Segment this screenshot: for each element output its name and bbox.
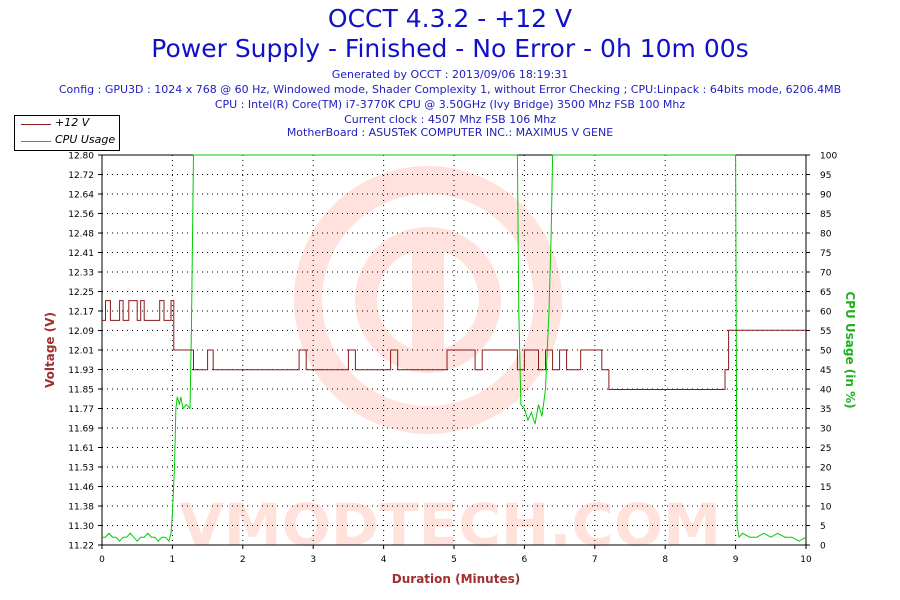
x-tick-label: 10 (800, 555, 812, 565)
y-right-tick-label: 80 (820, 230, 832, 240)
y-left-tick-label: 11.77 (68, 405, 94, 415)
y-right-tick-label: 90 (820, 191, 832, 201)
clock-line: Current clock : 4507 Mhz FSB 106 Mhz (344, 113, 556, 126)
y-right-tick-label: 100 (820, 152, 837, 162)
motherboard-line: MotherBoard : ASUSTeK COMPUTER INC.: MAX… (286, 126, 614, 139)
generated-line: Generated by OCCT : 2013/09/06 18:19:31 (331, 68, 569, 81)
y-left-axis-label: Voltage (V) (43, 312, 57, 388)
chart-title: OCCT 4.3.2 - +12 V (327, 4, 573, 33)
y-left-tick-label: 11.61 (68, 444, 94, 454)
y-right-tick-label: 70 (820, 269, 832, 279)
y-right-ticks: 0 5 10 15 20 25 30 35 40 45 50 55 60 65 70 75 80 85 90 95 10… (806, 152, 837, 552)
legend-item-12v: +12 V (15, 116, 119, 132)
x-tick-label: 1 (170, 555, 176, 565)
legend-swatch-cpu (21, 141, 51, 142)
y-left-tick-label: 12.64 (68, 191, 94, 201)
y-right-tick-label: 45 (820, 366, 831, 376)
y-left-tick-label: 12.09 (68, 327, 94, 337)
y-left-tick-label: 11.30 (68, 522, 94, 532)
y-right-tick-label: 10 (820, 503, 832, 513)
y-right-tick-label: 75 (820, 249, 831, 259)
y-right-tick-label: 95 (820, 171, 831, 181)
cpu-line: CPU : Intel(R) Core(TM) i7-3770K CPU @ 3… (214, 98, 686, 111)
x-tick-label: 3 (310, 555, 316, 565)
y-right-tick-label: 0 (820, 542, 826, 552)
series-line-12v (102, 300, 806, 390)
y-left-tick-label: 12.41 (68, 249, 94, 259)
y-left-tick-label: 11.93 (68, 366, 94, 376)
y-right-tick-label: 35 (820, 405, 831, 415)
y-right-tick-label: 20 (820, 464, 832, 474)
series-line-cpu-usage (102, 154, 807, 543)
y-left-tick-label: 12.25 (68, 288, 94, 298)
x-axis-label: Duration (Minutes) (392, 572, 520, 586)
y-right-tick-label: 30 (820, 425, 832, 435)
watermark-text: VMODTECH.COM (179, 491, 721, 559)
y-left-tick-label: 11.69 (68, 425, 94, 435)
legend-label-12v: +12 V (55, 116, 90, 129)
y-right-tick-label: 65 (820, 288, 831, 298)
x-tick-label: 2 (240, 555, 246, 565)
chart-subtitle: Power Supply - Finished - No Error - 0h … (151, 34, 749, 63)
y-right-tick-label: 5 (820, 522, 826, 532)
y-right-axis-label: CPU Usage (in %) (843, 291, 857, 408)
legend-swatch-12v (21, 124, 51, 125)
config-line: Config : GPU3D : 1024 x 768 @ 60 Hz, Win… (58, 83, 842, 96)
y-left-tick-label: 12.48 (68, 230, 94, 240)
y-left-tick-label: 12.01 (68, 347, 94, 357)
x-tick-label: 6 (522, 555, 528, 565)
x-tick-label: 8 (662, 555, 668, 565)
x-tick-label: 5 (451, 555, 457, 565)
legend-item-cpu: CPU Usage (15, 133, 119, 149)
y-right-tick-label: 50 (820, 347, 832, 357)
y-left-tick-label: 11.53 (68, 464, 94, 474)
y-right-tick-label: 85 (820, 210, 831, 220)
y-left-tick-label: 12.80 (68, 152, 94, 162)
y-right-tick-label: 40 (820, 386, 832, 396)
legend: +12 V CPU Usage (14, 115, 120, 151)
y-left-tick-label: 11.46 (68, 483, 94, 493)
y-right-tick-label: 60 (820, 308, 832, 318)
y-left-tick-label: 12.72 (68, 171, 94, 181)
x-tick-label: 7 (592, 555, 598, 565)
legend-label-cpu: CPU Usage (55, 133, 116, 146)
y-right-tick-label: 15 (820, 483, 831, 493)
y-left-tick-label: 11.38 (68, 503, 94, 513)
y-left-ticks: 11.22 11.30 11.38 11.46 11.53 11.61 11.69 11.77… (68, 152, 102, 552)
watermark (294, 166, 562, 434)
y-right-tick-label: 55 (820, 327, 831, 337)
x-ticks: 0 1 2 3 4 5 6 7 8 9 10 (99, 545, 812, 565)
y-right-tick-label: 25 (820, 444, 831, 454)
y-left-tick-label: 11.85 (68, 386, 94, 396)
x-tick-label: 4 (381, 555, 387, 565)
y-left-tick-label: 12.17 (68, 308, 94, 318)
y-left-tick-label: 11.22 (68, 542, 94, 552)
x-tick-label: 9 (733, 555, 739, 565)
y-left-tick-label: 12.56 (68, 210, 94, 220)
x-tick-label: 0 (99, 555, 105, 565)
y-left-tick-label: 12.33 (68, 269, 94, 279)
